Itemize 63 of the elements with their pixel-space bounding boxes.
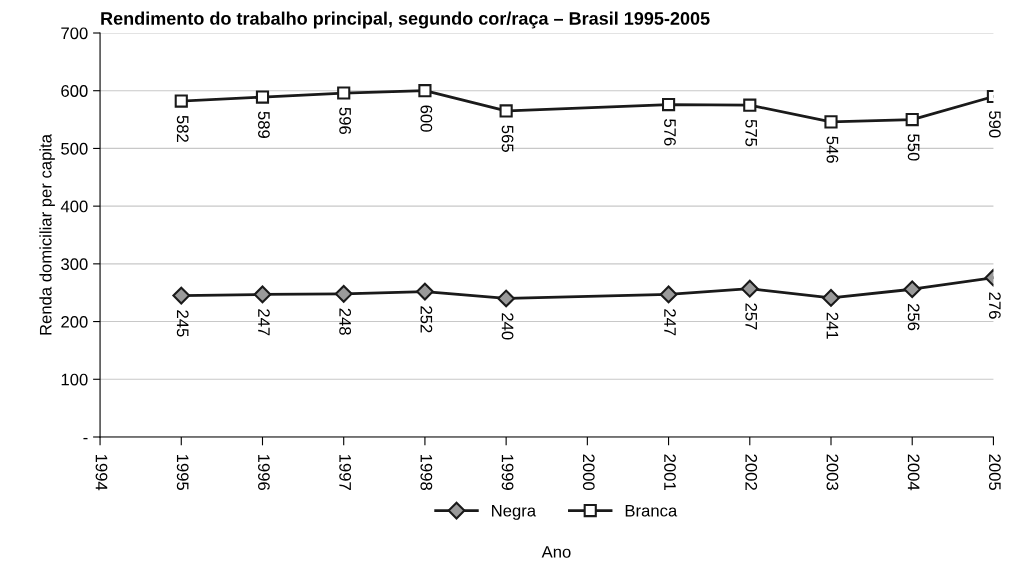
y-tick-label: 600 (61, 85, 88, 97)
x-tick-label: 2003 (826, 454, 839, 490)
data-label: 600 (420, 105, 433, 132)
x-axis-title: Ano (541, 546, 571, 558)
point (418, 84, 432, 98)
point (659, 285, 678, 304)
y-tick-label: 200 (61, 315, 88, 328)
x-tick-label: 2002 (745, 454, 758, 490)
data-label: 257 (745, 303, 758, 330)
legend-label: Negra (492, 504, 537, 520)
x-tick-label: 1999 (501, 454, 514, 490)
y-tick-label: 100 (61, 373, 88, 386)
data-label: 252 (420, 306, 433, 333)
chart-title: Rendimento do trabalho principal, segundo cor/raça – Brasil 1995-2005 (101, 11, 710, 29)
point (416, 282, 434, 301)
data-label: 248 (339, 308, 352, 335)
point (253, 285, 272, 304)
data-label: 576 (664, 119, 676, 146)
point (334, 284, 353, 303)
data-label: 240 (501, 313, 514, 340)
x-tick-label: 2005 (988, 454, 1001, 491)
data-label: 256 (907, 303, 920, 331)
data-label: 582 (176, 115, 189, 142)
point (740, 279, 759, 298)
data-label: 546 (826, 136, 839, 163)
y-tick-label: 400 (60, 200, 88, 213)
y-tick-label: 300 (61, 258, 88, 271)
point (337, 86, 351, 100)
data-label: 590 (988, 111, 1001, 138)
data-label: 596 (339, 107, 352, 134)
point (499, 104, 513, 118)
x-tick-label: 2000 (582, 454, 595, 491)
data-label: 575 (745, 119, 757, 147)
y-tick-label: 700 (61, 27, 88, 40)
point (905, 112, 919, 127)
x-tick-label: 1996 (258, 454, 270, 490)
point (174, 94, 188, 108)
data-label: 247 (664, 309, 676, 336)
data-label: 247 (258, 309, 270, 336)
legend-label: Branca (625, 504, 678, 517)
data-label: 565 (501, 125, 514, 152)
point (743, 98, 757, 112)
x-tick-label: 2004 (907, 454, 920, 491)
y-tick-label: 500 (61, 142, 88, 155)
point (497, 289, 516, 308)
point (255, 90, 270, 104)
x-tick-label: 1998 (420, 454, 433, 491)
data-label: 550 (907, 134, 920, 161)
data-label: 276 (988, 292, 1001, 319)
x-tick-label: 2001 (664, 454, 676, 490)
x-tick-label: 1997 (339, 454, 352, 490)
data-label: 245 (176, 310, 189, 337)
point (824, 115, 838, 129)
point (903, 280, 922, 299)
point (172, 286, 191, 305)
point (661, 97, 676, 112)
x-tick-label: 1994 (95, 454, 108, 491)
data-label: 589 (258, 111, 270, 138)
data-label: 241 (826, 312, 839, 339)
x-tick-label: 1995 (176, 454, 189, 491)
y-tick-label: - (83, 437, 88, 440)
point (822, 289, 840, 307)
y-axis-title: Renda domiciliar per capita (39, 134, 55, 335)
